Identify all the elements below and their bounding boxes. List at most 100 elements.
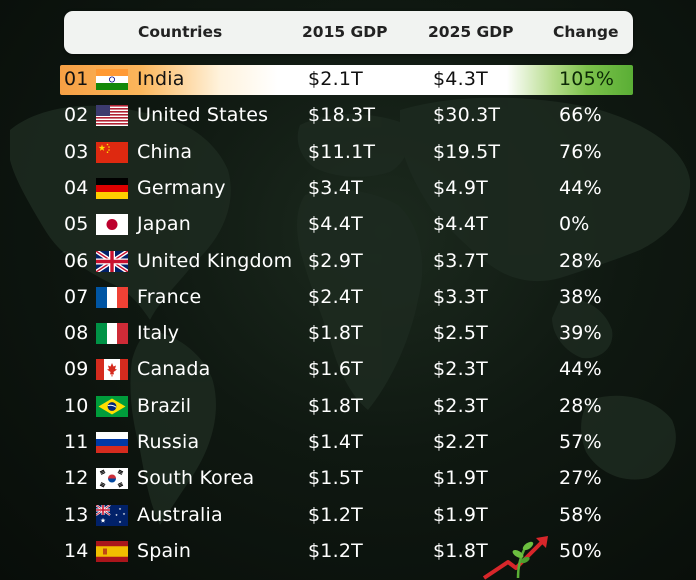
rank-label: 05 (64, 213, 89, 236)
country-name: Italy (137, 322, 180, 345)
change-value: 0% (559, 213, 590, 236)
rank-label: 04 (64, 176, 89, 199)
change-value: 44% (559, 176, 602, 199)
table-row: 11 Russia $1.4T $2.2T 57% (0, 428, 696, 458)
gdp-2015-value: $4.4T (308, 213, 363, 236)
gdp-2025-value: $4.9T (433, 176, 488, 199)
rank-label: 07 (64, 285, 89, 308)
rank-label: 02 (64, 104, 89, 127)
italy-flag-icon (96, 323, 128, 345)
table-row: 06 United Kingdom $2.9T $3.7T 28% (0, 247, 696, 277)
rank-label: 09 (64, 358, 89, 381)
change-value: 38% (559, 285, 602, 308)
united-kingdom-flag-icon (96, 250, 128, 272)
india-flag-icon (96, 69, 128, 90)
header-gdp-2025: 2025 GDP (428, 23, 514, 41)
spain-flag-icon (96, 540, 128, 562)
change-value: 28% (559, 249, 602, 272)
gdp-2015-value: $1.2T (308, 539, 363, 562)
france-flag-icon (96, 286, 128, 308)
growth-sprout-icon (482, 536, 548, 580)
country-name: Russia (137, 431, 200, 453)
header-gdp-2015: 2015 GDP (302, 23, 388, 41)
country-name: Germany (137, 176, 226, 199)
gdp-2015-value: $18.3T (308, 104, 376, 127)
brazil-flag-icon (96, 395, 128, 417)
rank-label: 08 (64, 322, 89, 345)
country-name: Brazil (137, 394, 192, 417)
table-header: Countries 2015 GDP 2025 GDP Change (64, 11, 633, 54)
country-name: Canada (137, 358, 211, 381)
gdp-2025-value: $3.7T (433, 249, 488, 272)
rank-label: 11 (64, 431, 89, 453)
rank-label: 12 (64, 467, 89, 490)
germany-flag-icon (96, 177, 128, 199)
gdp-2015-value: $1.2T (308, 503, 363, 526)
change-value: 50% (559, 539, 602, 562)
rank-label: 06 (64, 249, 89, 272)
country-name: Japan (137, 213, 191, 236)
canada-flag-icon (96, 359, 128, 381)
gdp-2025-value: $2.3T (433, 394, 488, 417)
table-row: 07 France $2.4T $3.3T 38% (0, 283, 696, 313)
table-row: 13 Australia $1.2T $1.9T 58% (0, 501, 696, 531)
gdp-2025-value: $1.9T (433, 467, 488, 490)
south-korea-flag-icon (96, 468, 128, 490)
gdp-2025-value: $2.5T (433, 322, 488, 345)
change-value: 27% (559, 467, 602, 490)
china-flag-icon (96, 141, 128, 163)
rank-label: 01 (64, 68, 89, 90)
table-row: 02 United States $18.3T $30.3T 66% (0, 101, 696, 131)
rank-label: 10 (64, 394, 89, 417)
table-row: 14 Spain $1.2T $1.8T 50% (0, 537, 696, 567)
gdp-2015-value: $3.4T (308, 176, 363, 199)
gdp-2015-value: $2.1T (308, 68, 363, 90)
united-states-flag-icon (96, 105, 128, 127)
gdp-2015-value: $1.6T (308, 358, 363, 381)
gdp-2025-value: $4.3T (433, 68, 488, 90)
gdp-2025-value: $2.2T (433, 431, 488, 453)
gdp-2015-value: $1.4T (308, 431, 363, 453)
table-row: 03 China $11.1T $19.5T 76% (0, 138, 696, 168)
country-name: South Korea (137, 467, 255, 490)
country-name: France (137, 285, 202, 308)
change-value: 28% (559, 394, 602, 417)
top-row-highlight (60, 65, 633, 95)
header-countries: Countries (138, 23, 223, 41)
country-name: United States (137, 104, 269, 127)
table-row: 09 Canada $1.6T $2.3T 44% (0, 355, 696, 385)
header-change: Change (553, 23, 619, 41)
gdp-2015-value: $2.4T (308, 285, 363, 308)
table-row: 08 Italy $1.8T $2.5T 39% (0, 319, 696, 349)
rank-label: 14 (64, 539, 89, 562)
change-value: 57% (559, 431, 602, 453)
change-value: 66% (559, 104, 602, 127)
table-row: 01 India $2.1T $4.3T 105% (0, 65, 696, 95)
gdp-2015-value: $11.1T (308, 140, 376, 163)
australia-flag-icon (96, 504, 128, 526)
change-value: 39% (559, 322, 602, 345)
country-name: India (137, 68, 185, 90)
table-row: 10 Brazil $1.8T $2.3T 28% (0, 392, 696, 422)
change-value: 44% (559, 358, 602, 381)
rank-label: 13 (64, 503, 89, 526)
table-row: 04 Germany $3.4T $4.9T 44% (0, 174, 696, 204)
country-name: Spain (137, 539, 192, 562)
gdp-2015-value: $2.9T (308, 249, 363, 272)
country-name: Australia (137, 503, 223, 526)
table-row: 12 South Korea $1.5T $1.9T 27% (0, 464, 696, 494)
rank-label: 03 (64, 140, 89, 163)
gdp-2025-value: $1.9T (433, 503, 488, 526)
change-value: 58% (559, 503, 602, 526)
gdp-2015-value: $1.8T (308, 322, 363, 345)
gdp-2025-value: $30.3T (433, 104, 501, 127)
russia-flag-icon (96, 432, 128, 453)
table-row: 05 Japan $4.4T $4.4T 0% (0, 210, 696, 240)
gdp-2025-value: $2.3T (433, 358, 488, 381)
change-value: 105% (559, 68, 615, 90)
gdp-2025-value: $1.8T (433, 539, 488, 562)
gdp-2025-value: $3.3T (433, 285, 488, 308)
gdp-2015-value: $1.5T (308, 467, 363, 490)
change-value: 76% (559, 140, 602, 163)
